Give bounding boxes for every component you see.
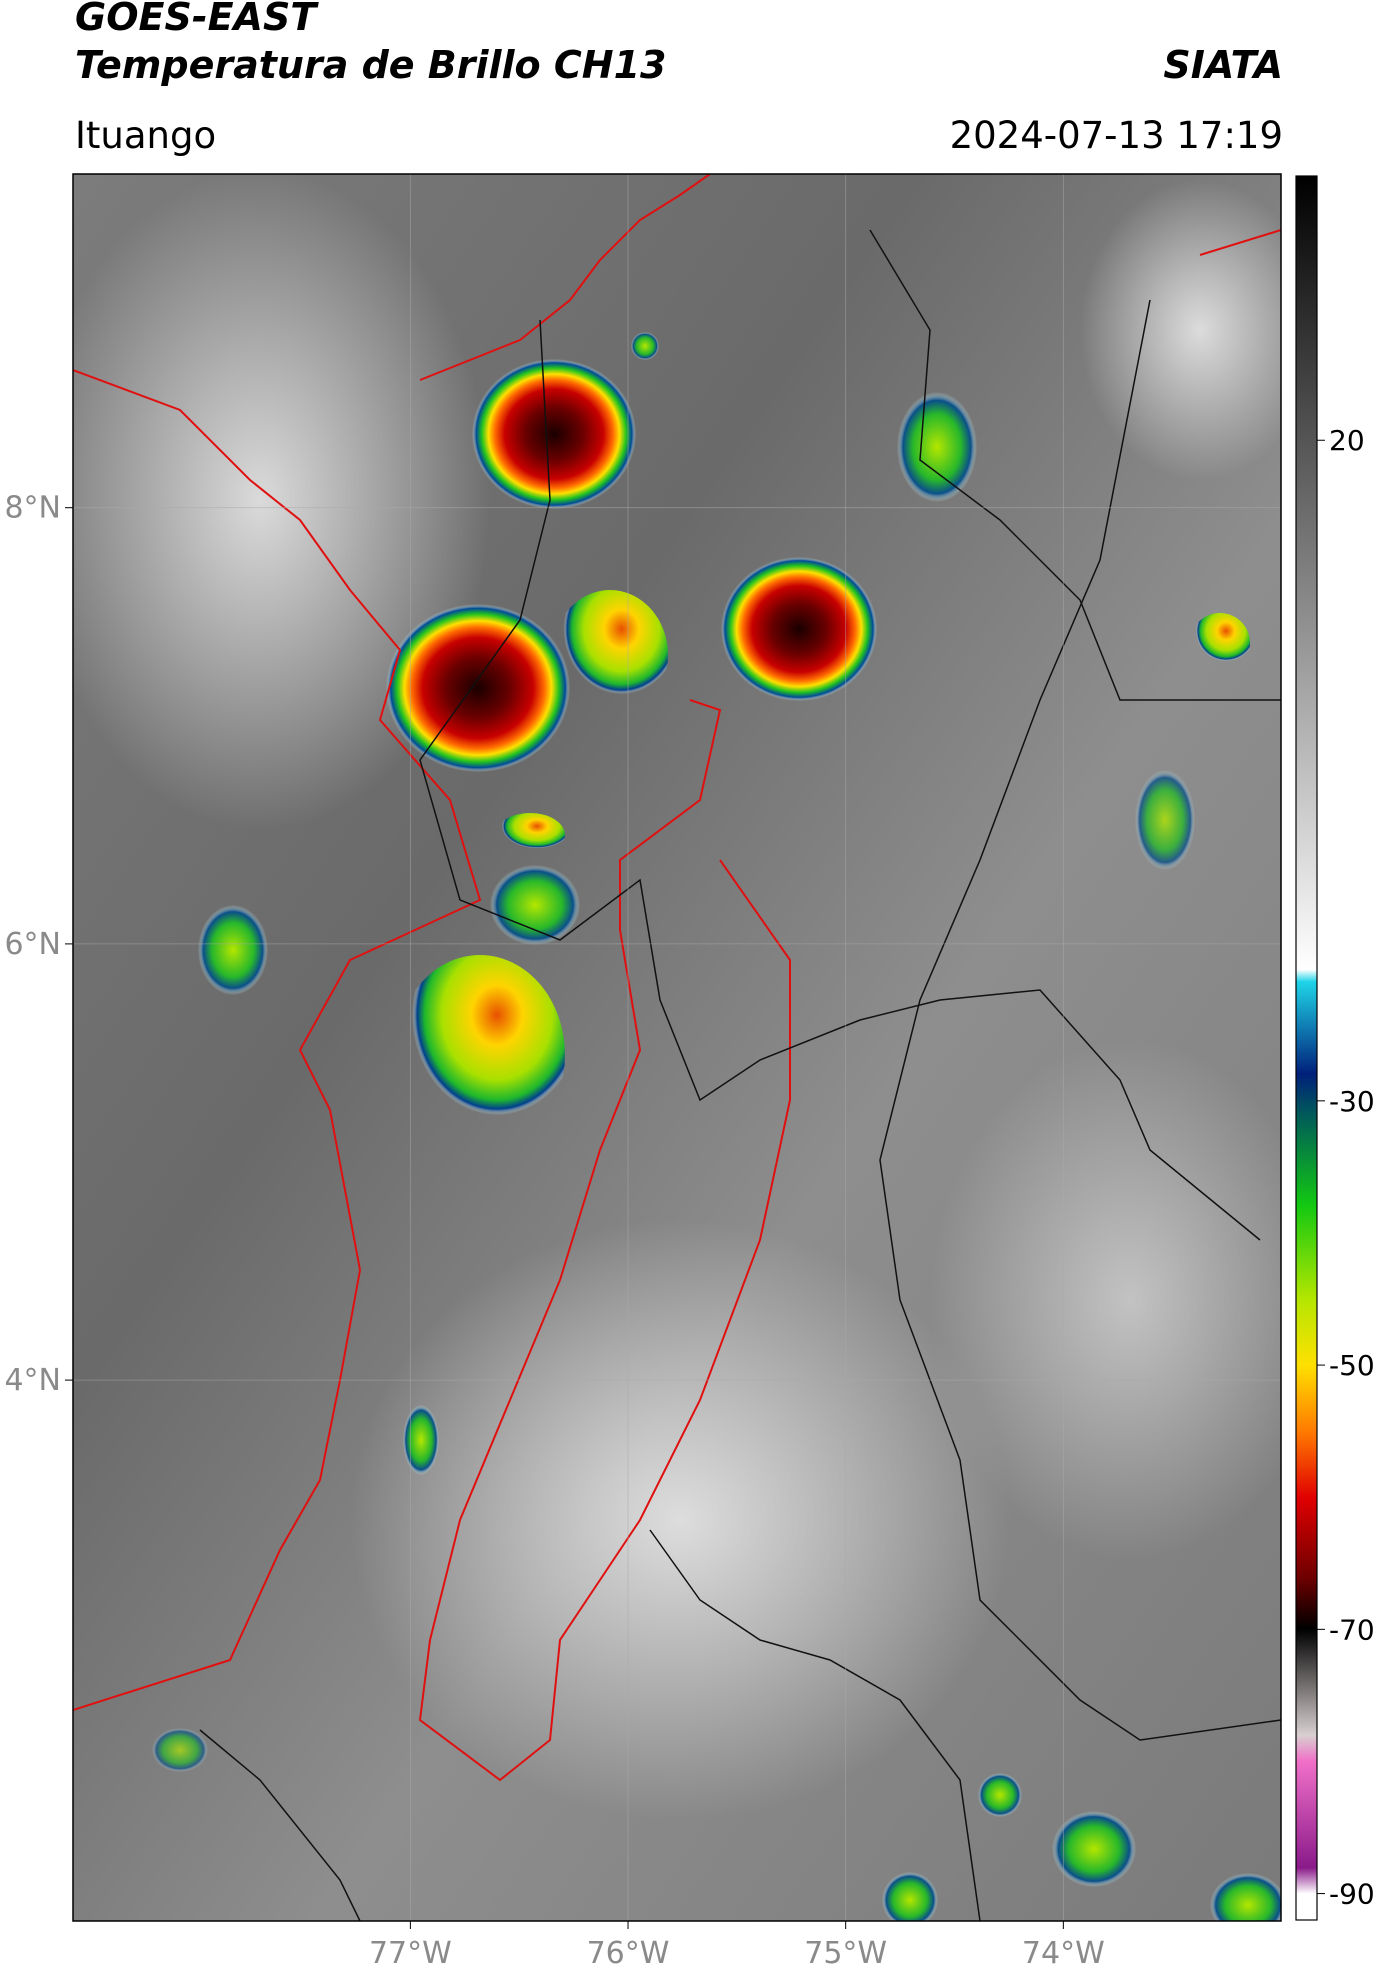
subtitle: Temperatura de Brillo CH13 (75, 43, 666, 87)
storm-cell (631, 332, 659, 360)
storm-cell (882, 1872, 938, 1921)
datetime: 2024-07-13 17:19 (950, 114, 1283, 157)
coastline (73, 369, 482, 1711)
storm-cell (1052, 1811, 1136, 1887)
storm-cell (1210, 1873, 1281, 1921)
haze (350, 1220, 1010, 1820)
storm-cell (721, 557, 877, 701)
coastline (419, 174, 711, 381)
storm-cell (198, 905, 268, 995)
storm-cell (386, 604, 570, 772)
admin-border (879, 299, 1281, 1741)
storm-cell (552, 590, 668, 720)
x-tick-label: 74°W (1022, 1936, 1105, 1971)
admin-border (649, 1529, 981, 1921)
y-tick-label: 8°N (4, 491, 61, 526)
haze (930, 1040, 1281, 1560)
storm-cell (490, 865, 580, 945)
department-border (418, 699, 791, 1782)
admin-border (419, 319, 1261, 1241)
grid (73, 174, 1281, 1921)
title: GOES-EAST (75, 0, 319, 39)
colorbar-tick-label: -70 (1329, 1613, 1375, 1646)
storm-cell (897, 392, 977, 502)
imagery (73, 174, 1281, 1921)
x-tick-label: 76°W (587, 1936, 670, 1971)
colorbar-tick-label: 20 (1329, 424, 1365, 457)
x-tick-label: 77°W (369, 1936, 452, 1971)
colorbar (1295, 175, 1318, 1921)
y-tick-label: 6°N (4, 927, 61, 962)
haze (1080, 180, 1281, 480)
axes-labels: 77°W 76°W 75°W 74°W 8°N 6°N 4°N 20 -30 -50 -70 -90 (4, 424, 1374, 1971)
storm-cell (495, 813, 565, 857)
storm-cell (1190, 613, 1250, 673)
colorbar-tick-label: -90 (1329, 1878, 1375, 1911)
storm-cell (152, 1728, 208, 1772)
storm-cell (978, 1773, 1022, 1817)
storm-cell (403, 1405, 439, 1475)
colorbar-tick-label: -30 (1329, 1085, 1375, 1118)
map-frame (72, 173, 1282, 1922)
source: SIATA (1163, 43, 1283, 87)
location: Ituango (75, 114, 216, 157)
storm-cell (472, 359, 636, 509)
storm-cell (395, 955, 565, 1155)
colorbar-tick-label: -50 (1329, 1349, 1375, 1382)
x-tick-label: 75°W (804, 1936, 887, 1971)
haze (73, 174, 490, 830)
coastline (1199, 229, 1281, 256)
y-tick-label: 4°N (4, 1363, 61, 1398)
storm-cell (1135, 770, 1195, 870)
admin-border (199, 1729, 361, 1921)
admin-border (869, 229, 1281, 701)
